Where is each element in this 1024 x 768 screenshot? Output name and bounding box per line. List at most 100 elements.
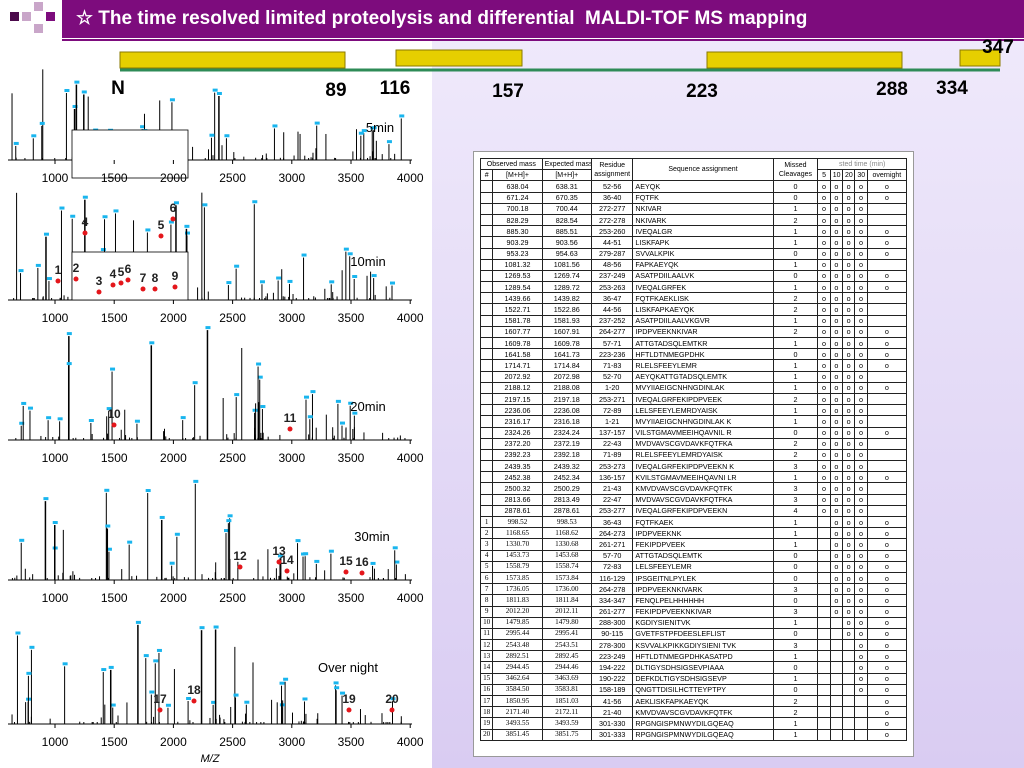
- table-cell: 1453.73: [492, 549, 543, 562]
- table-cell: [842, 694, 856, 708]
- table-cell: 1: [772, 650, 819, 663]
- peptide-table: Observed mass Expected mass Residue assi…: [479, 157, 908, 741]
- table-cell: 0: [772, 269, 819, 283]
- table-cell: o: [854, 639, 868, 652]
- table-row: 6 1573.85 1573.84 116-129 IPSGEITNLPYLEK 0 o o o…: [479, 571, 908, 585]
- peak-marker: [277, 554, 283, 558]
- peak-marker: [186, 696, 192, 700]
- table-cell: 1641.58: [492, 348, 543, 361]
- table-cell: [817, 560, 831, 573]
- table-cell: DEFKDLTIGYSDHSIGSEVP: [632, 672, 774, 685]
- domain-label: 223: [686, 81, 718, 102]
- table-cell: 261-271: [590, 538, 634, 551]
- x-tick-label: 2500: [219, 735, 246, 749]
- table-cell: o: [829, 381, 844, 394]
- table-cell: 2892.51: [492, 650, 543, 663]
- table-cell: [842, 706, 856, 719]
- table-cell: 16: [479, 683, 494, 697]
- table-cell: 278-300: [590, 639, 634, 652]
- table-cell: [842, 661, 856, 674]
- peak-marker: [35, 263, 41, 267]
- table-cell: 1: [772, 471, 819, 484]
- table-row: 2236.06 2236.08 72-89 LELSFEEYLEMRDYAISK 1 o o…: [479, 404, 908, 417]
- peak-marker: [134, 419, 140, 423]
- table-cell: o: [842, 303, 856, 316]
- table-row: 10 1479.85 1479.80 288-300 KGDIYSIENITVK 1 o o o: [479, 616, 908, 629]
- table-cell: FEKIPDPVEEKNKIVAR: [632, 605, 774, 618]
- table-cell: 12: [479, 639, 494, 652]
- peak-marker: [62, 662, 68, 666]
- table-row: 1 998.52 998.53 36-43 FQTFKAEK 1 o o o o: [479, 515, 908, 529]
- table-cell: o: [854, 527, 868, 540]
- table-cell: [817, 650, 831, 663]
- table-cell: 885.51: [541, 225, 592, 238]
- table-cell: o: [817, 325, 831, 339]
- table-cell: o: [829, 594, 844, 607]
- table-cell: 2995.44: [492, 627, 543, 641]
- peak-label: 8: [152, 271, 159, 285]
- table-cell: [817, 616, 831, 629]
- table-row: 9 2012.20 2012.11 261-277 FEKIPDPVEEKNKIVAR 3…: [479, 605, 908, 618]
- x-tick-label: 2000: [160, 171, 187, 185]
- table-cell: [817, 583, 831, 596]
- table-cell: LISKFAPKAEYQK: [632, 303, 774, 316]
- table-cell: 2372.19: [541, 437, 592, 450]
- table-cell: ASATPDIILAALVK: [632, 269, 774, 283]
- peak-marker: [334, 686, 340, 690]
- table-cell: QNGTTDISILHCTTEYPTPY: [632, 683, 774, 697]
- x-tick-label: 3500: [338, 735, 365, 749]
- table-cell: [829, 627, 844, 641]
- table-cell: 264-273: [590, 527, 634, 540]
- peak-marker: [149, 341, 155, 345]
- table-cell: 90-115: [590, 627, 634, 641]
- peak-marker: [348, 401, 354, 405]
- x-tick-label: 3000: [278, 735, 305, 749]
- table-cell: 2543.48: [492, 639, 543, 652]
- peak-marker: [29, 645, 35, 649]
- table-cell: [866, 404, 908, 417]
- peak-dot: [73, 276, 79, 282]
- table-cell: o: [866, 538, 908, 551]
- table-cell: [829, 639, 844, 652]
- table-cell: o: [829, 460, 844, 473]
- table-cell: 223-249: [590, 650, 634, 663]
- peak-marker: [19, 538, 25, 542]
- peak-marker: [180, 416, 186, 420]
- table-cell: o: [817, 404, 831, 417]
- table-cell: 2392.18: [541, 448, 592, 462]
- domain-label: 157: [492, 81, 524, 102]
- table-cell: 72-83: [590, 560, 634, 573]
- table-row: 7 1736.05 1736.00 264-278 IPDPVEEKNKIVARK 3 o o…: [479, 583, 908, 596]
- table-cell: o: [829, 281, 844, 294]
- table-cell: IVEQALGRFEKIPDPVEEK: [632, 392, 774, 406]
- table-cell: LISKFAPK: [632, 236, 774, 249]
- peak-label: 3: [96, 274, 103, 288]
- table-cell: NKIVARK: [632, 213, 774, 227]
- table-cell: SVVALKPIK: [632, 247, 774, 260]
- peak-marker: [399, 114, 405, 118]
- peak-marker: [370, 561, 376, 565]
- table-cell: [817, 683, 831, 697]
- table-cell: 36-47: [590, 292, 634, 305]
- table-cell: o: [817, 426, 831, 439]
- table-cell: 1573.84: [541, 571, 592, 585]
- table-cell: 1439.66: [492, 292, 543, 305]
- table-cell: o: [866, 527, 908, 540]
- table-cell: o: [866, 650, 908, 663]
- table-row: 1522.71 1522.86 44-56 LISKFAPKAEYQK 2 o o o o: [479, 303, 908, 316]
- table-cell: o: [854, 325, 868, 339]
- table-cell: 71-89: [590, 448, 634, 462]
- panel-label: 10min: [350, 254, 385, 269]
- table-cell: [479, 336, 494, 350]
- peak-marker: [13, 141, 19, 145]
- peak-marker: [352, 275, 358, 279]
- domain-box: [706, 51, 903, 69]
- table-cell: o: [842, 314, 856, 327]
- table-cell: 1289.72: [541, 281, 592, 294]
- table-cell: 194-222: [590, 661, 634, 674]
- subheader-cell: overnight: [866, 169, 908, 182]
- table-cell: 237-249: [590, 269, 634, 283]
- x-tick-label: 2500: [219, 311, 246, 325]
- table-cell: 2: [772, 437, 819, 450]
- table-cell: o: [866, 683, 908, 697]
